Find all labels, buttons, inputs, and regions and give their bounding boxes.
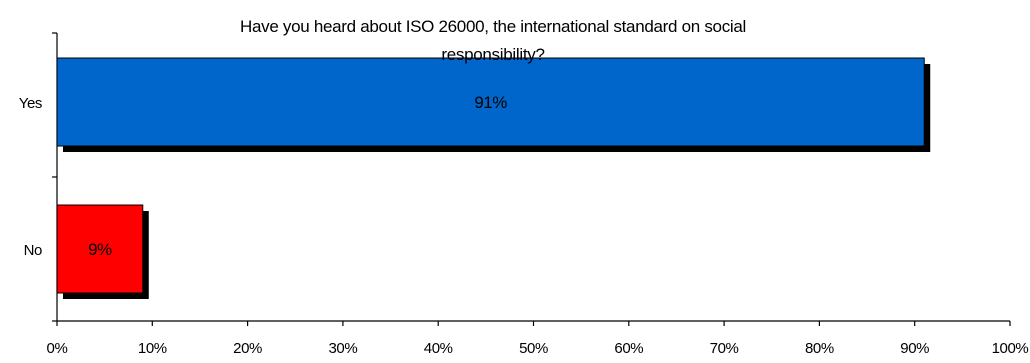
bar bbox=[56, 204, 144, 294]
x-tick-label: 50% bbox=[519, 340, 548, 357]
x-tick-label: 70% bbox=[710, 340, 739, 357]
labels: 0% 10% 20% 30% 40% 50% 60% 70% 80% 90% 100% Yes 91% N… bbox=[19, 93, 1029, 357]
data-label: 9% bbox=[88, 240, 112, 259]
chart-title: Have you heard about ISO 26000, the inte… bbox=[240, 17, 746, 64]
x-tick-label: 0% bbox=[47, 340, 68, 357]
chart-title-line: responsibility? bbox=[441, 45, 544, 64]
x-tick-label: 90% bbox=[900, 340, 929, 357]
x-tick-label: 100% bbox=[992, 340, 1029, 357]
bar bbox=[56, 57, 925, 147]
bars bbox=[56, 57, 931, 299]
category-label: Yes bbox=[19, 95, 42, 112]
chart-title-line: Have you heard about ISO 26000, the inte… bbox=[240, 17, 746, 36]
x-tick-label: 10% bbox=[138, 340, 167, 357]
x-tick-label: 60% bbox=[614, 340, 643, 357]
category-label: No bbox=[24, 242, 42, 259]
x-tick-label: 40% bbox=[424, 340, 453, 357]
x-tick-label: 30% bbox=[328, 340, 357, 357]
x-tick-label: 20% bbox=[233, 340, 262, 357]
data-label: 91% bbox=[474, 93, 507, 112]
x-tick-label: 80% bbox=[805, 340, 834, 357]
